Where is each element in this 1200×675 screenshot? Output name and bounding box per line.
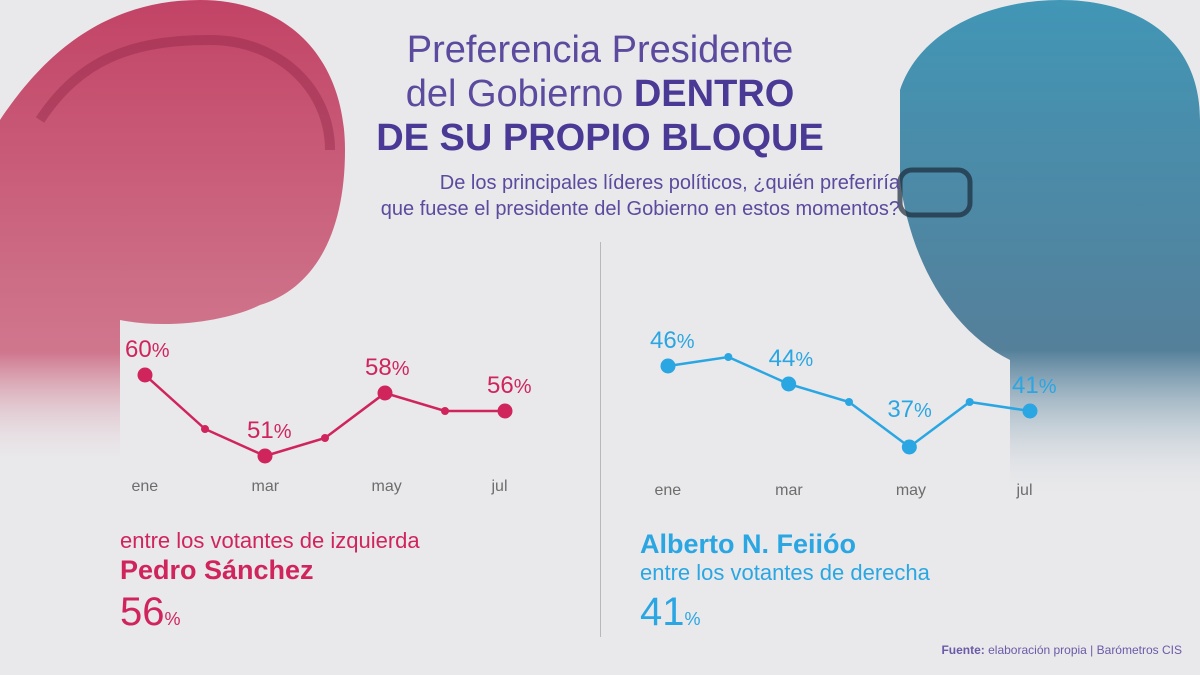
right-point-feb [724,353,733,361]
right-caption: Alberto N. Feiióo entre los votantes de … [640,528,930,641]
title-line-3: DE SU PROPIO BLOQUE [300,116,900,160]
right-point-may [901,439,917,455]
right-tick-jul: jul [1016,482,1033,499]
right-point-jul [1022,403,1038,419]
left-value-pct: % [164,609,181,629]
source-label: Fuente: [941,643,985,657]
left-tick-may: may [372,478,402,495]
right-data-label-ene: 46% [650,327,695,354]
right-point-jun [965,398,974,406]
right-group-label: entre los votantes de derecha [640,560,930,585]
pedro-sanchez-photo [0,0,345,470]
left-tick-jul: jul [491,478,508,495]
chart-title: Preferencia Presidente del Gobierno DENT… [300,28,900,160]
subtitle-line-1: De los principales líderes políticos, ¿q… [439,172,900,194]
right-point-ene [660,358,676,374]
left-point-abr [321,434,329,442]
left-leader-name: Pedro Sánchez [120,555,314,585]
right-data-label-jul: 41% [1012,372,1057,399]
center-divider [600,242,601,637]
title-line-2-normal: del Gobierno [405,73,634,115]
right-data-label-may: 37% [887,396,932,423]
title-line-2-bold: DENTRO [633,73,795,115]
right-point-mar [781,376,797,392]
left-tick-mar: mar [252,478,280,495]
left-data-label-mar: 51% [247,417,292,444]
right-point-abr [845,398,853,406]
left-point-ene [137,367,153,383]
right-data-label-mar: 44% [769,345,814,372]
left-point-jun [441,407,449,415]
source-note: Fuente: elaboración propia | Barómetros … [941,643,1182,657]
left-point-mar [257,448,273,464]
right-value-pct: % [684,609,701,629]
left-data-label-jul: 56% [487,372,532,399]
left-data-label-ene: 60% [125,336,170,363]
source-text: elaboración propia | Barómetros CIS [984,643,1182,657]
left-group-label: entre los votantes de izquierda [120,528,420,553]
alberto-feijoo-photo [897,0,1200,500]
left-point-jul [497,403,513,419]
left-current-value: 56% [120,590,420,641]
right-current-value: 41% [640,590,930,641]
left-tick-ene: ene [132,478,159,495]
right-tick-mar: mar [775,482,803,499]
left-point-feb [201,425,209,433]
left-data-label-may: 58% [365,354,410,381]
title-line-3-bold: DE SU PROPIO BLOQUE [376,117,824,159]
right-tick-ene: ene [655,482,682,499]
right-leader-name: Alberto N. Feiióo [640,529,856,559]
left-series-line [144,374,505,458]
title-line-2: del Gobierno DENTRO [300,72,900,116]
left-point-may [377,385,393,401]
right-tick-may: may [896,482,926,499]
left-caption: entre los votantes de izquierda Pedro Sá… [120,528,420,641]
subtitle-line-2: que fuese el presidente del Gobierno en … [380,198,900,220]
chart-subtitle: De los principales líderes políticos, ¿q… [280,170,900,222]
title-line-1: Preferencia Presidente [406,29,794,71]
right-value-number: 41 [640,590,685,634]
left-value-number: 56 [120,590,165,634]
